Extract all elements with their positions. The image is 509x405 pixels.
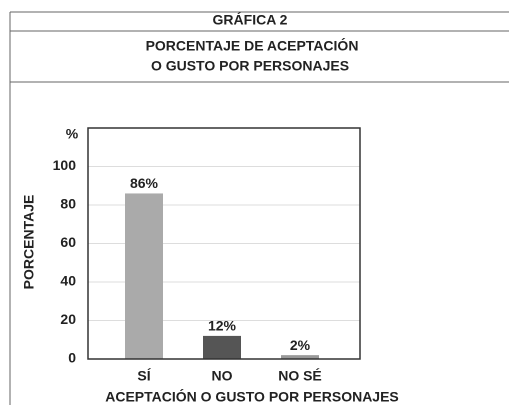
y-tick-label: 60 xyxy=(60,234,76,250)
y-tick-label: 40 xyxy=(60,273,76,289)
value-label: 2% xyxy=(290,337,311,353)
plot xyxy=(88,166,360,360)
bar xyxy=(281,355,319,359)
y-tick-label: 20 xyxy=(60,311,76,327)
x-tick-label: NO SÉ xyxy=(278,368,322,384)
value-label: 86% xyxy=(130,175,159,191)
value-label: 12% xyxy=(208,318,237,334)
x-tick-label: SÍ xyxy=(137,368,151,384)
y-unit: % xyxy=(66,126,79,142)
x-tick-label: NO xyxy=(212,368,233,384)
plot-frame xyxy=(87,127,361,360)
y-tick-label: 100 xyxy=(53,157,77,173)
chart-title: O GUSTO POR PERSONAJES xyxy=(151,58,349,74)
y-axis-label: PORCENTAJE xyxy=(21,195,37,290)
bar xyxy=(125,193,163,359)
header: GRÁFICA 2 xyxy=(213,12,288,28)
y-tick-label: 0 xyxy=(68,350,76,366)
bar xyxy=(203,335,241,359)
chart-title: PORCENTAJE DE ACEPTACIÓN xyxy=(146,37,359,54)
x-axis-label: ACEPTACIÓN O GUSTO POR PERSONAJES xyxy=(105,388,399,405)
y-tick-label: 80 xyxy=(60,196,76,212)
